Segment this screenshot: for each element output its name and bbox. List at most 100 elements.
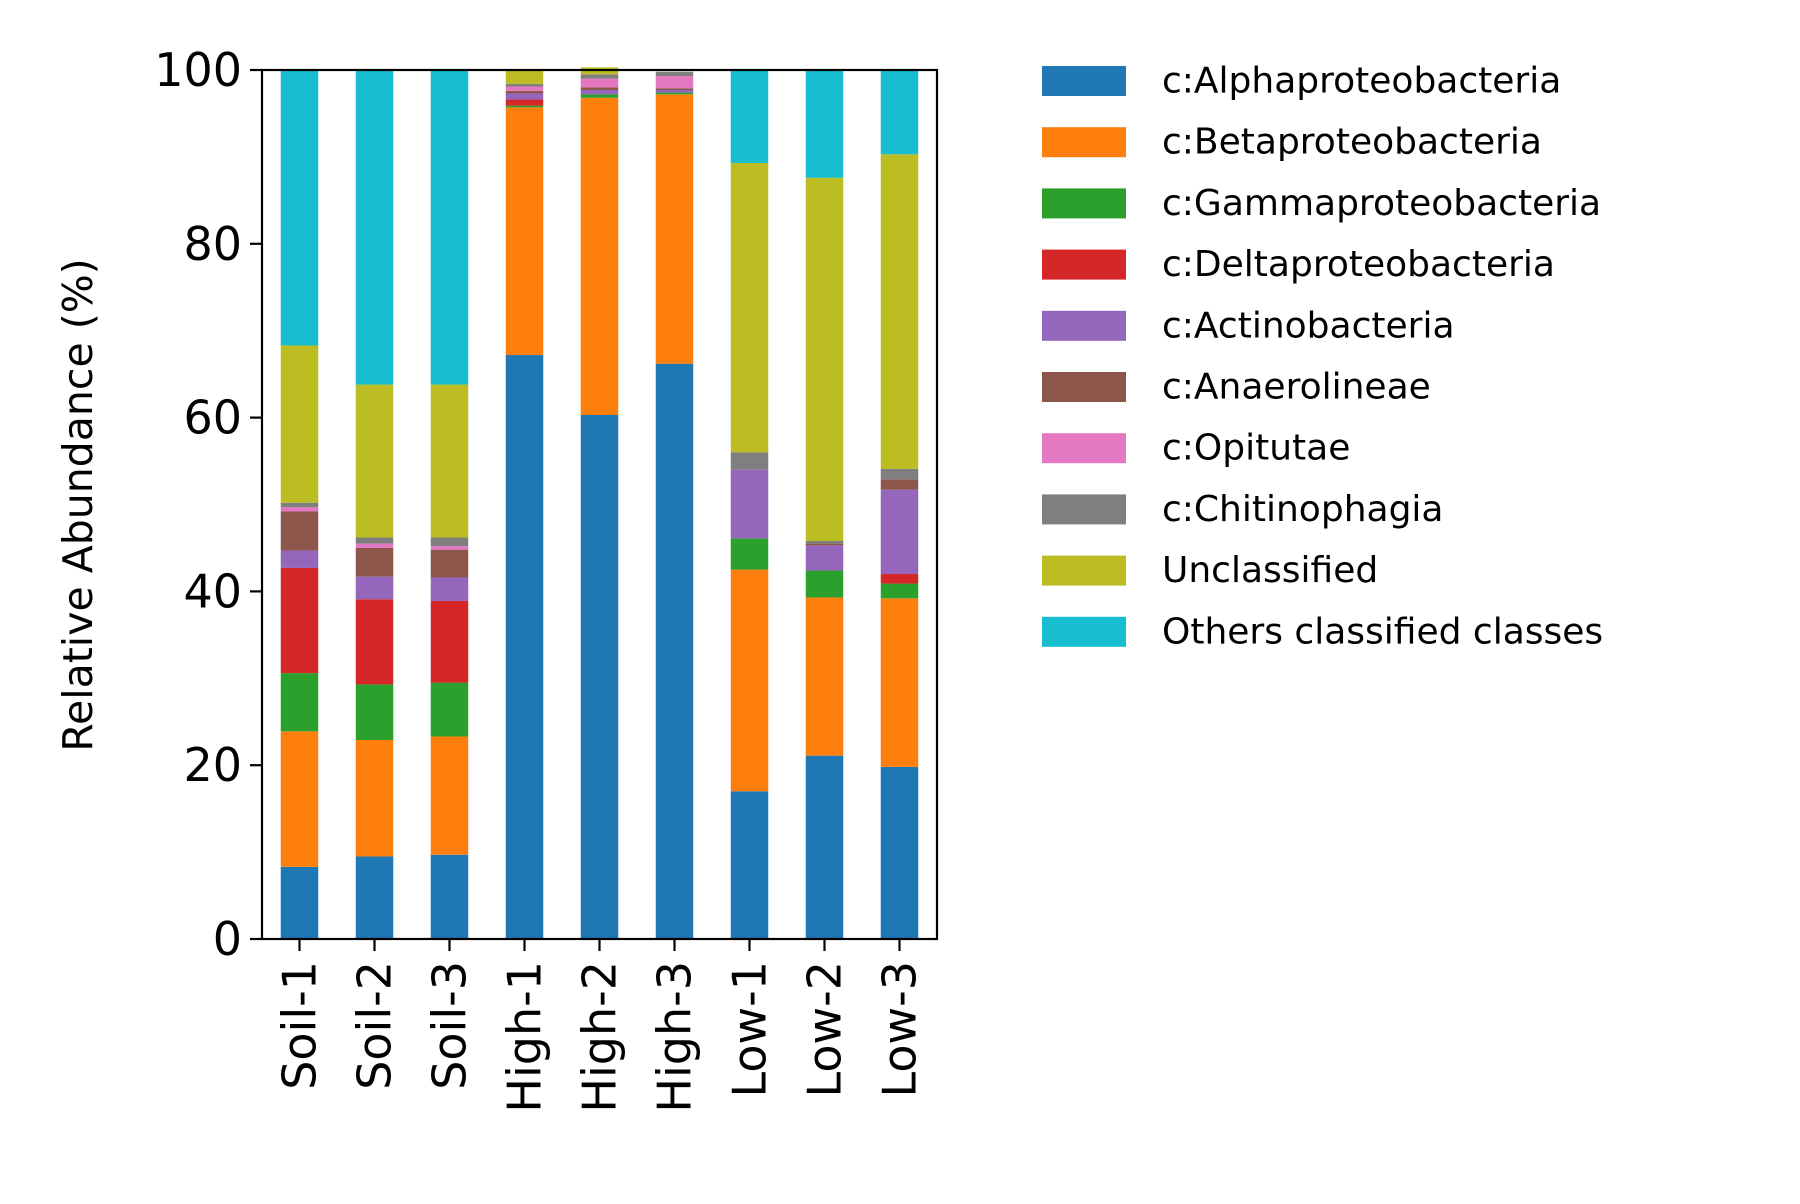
bar-segment [430, 546, 469, 550]
bar-segment [580, 94, 619, 98]
bar-segment [805, 69, 844, 178]
legend-entry-label: c:Chitinophagia [1162, 489, 1443, 530]
bar-segment [880, 574, 919, 584]
bar-segment [355, 740, 394, 857]
bar-segment [430, 384, 469, 538]
bar-segment [430, 537, 469, 547]
bar-segment [805, 570, 844, 598]
bar-segment [805, 755, 844, 939]
bar-segment [805, 597, 844, 756]
bar-segment [355, 537, 394, 544]
y-tick-label: 20 [183, 738, 242, 792]
bar-segment [280, 731, 319, 867]
bar-segment [355, 684, 394, 740]
bar-segment [730, 569, 769, 792]
bar-segment [505, 70, 544, 84]
bar-segment [430, 736, 469, 855]
bar-segment [880, 583, 919, 599]
bar-segment [430, 854, 469, 939]
bar-segment [280, 550, 319, 568]
bar-segment [880, 479, 919, 490]
legend-entry-label: c:Betaproteobacteria [1162, 122, 1542, 163]
bar-segment [355, 547, 394, 577]
y-tick-label: 100 [154, 43, 242, 97]
legend-entry-label: c:Opitutae [1162, 428, 1350, 469]
bar-segment [280, 345, 319, 503]
legend-entry-label: c:Alphaproteobacteria [1162, 61, 1561, 102]
y-tick-label: 80 [183, 217, 242, 271]
bar-segment [430, 70, 469, 385]
y-axis-label: Relative Abundance (%) [54, 258, 102, 751]
bar-segment [280, 511, 319, 551]
y-tick-label: 0 [213, 912, 242, 966]
y-tick-label: 60 [183, 391, 242, 445]
bar-segment [430, 577, 469, 601]
bar-segment [355, 599, 394, 685]
legend-swatch [1042, 310, 1126, 341]
bar-segment [355, 576, 394, 600]
bar-segment [355, 856, 394, 939]
bar-segment [430, 682, 469, 737]
bar-segment [280, 502, 319, 508]
x-tick-label: High-1 [498, 961, 552, 1113]
legend-swatch [1042, 372, 1126, 402]
bar-segment [730, 469, 769, 539]
bar-segment [280, 673, 319, 732]
bar-segment [880, 489, 919, 575]
bar-segment [505, 90, 544, 94]
bar-segment [880, 598, 919, 767]
legend-swatch [1042, 249, 1126, 280]
x-tick-label: Soil-2 [348, 961, 402, 1090]
bar-segment [505, 107, 544, 356]
legend-entry-label: Unclassified [1162, 550, 1378, 591]
legend-swatch [1042, 66, 1126, 96]
legend-entry-label: c:Deltaproteobacteria [1162, 244, 1555, 285]
bar-segment [730, 452, 769, 470]
bar-segment [505, 355, 544, 939]
bar-segment [280, 567, 319, 674]
bar-segment [655, 363, 694, 940]
bar-segment [430, 600, 469, 683]
bar-segment [880, 468, 919, 480]
bar-segment [505, 83, 544, 87]
x-tick-label: Soil-1 [273, 961, 327, 1090]
bar-segment [580, 78, 619, 88]
bar-segment [580, 89, 619, 95]
legend-swatch [1042, 127, 1126, 158]
legend-swatch [1042, 188, 1126, 219]
bar-segment [730, 162, 769, 453]
bar-segment [355, 384, 394, 538]
bar-segment [505, 105, 544, 108]
legend-swatch [1042, 555, 1126, 586]
y-tick-label: 40 [183, 564, 242, 618]
bar-segment [805, 543, 844, 546]
legend-swatch [1042, 494, 1126, 525]
bar-segment [805, 545, 844, 571]
legend-entry-label: c:Anaerolineae [1162, 367, 1431, 408]
bar-segment [655, 89, 694, 93]
bar-segment [505, 99, 544, 106]
bar-segment [280, 866, 319, 939]
legend-swatch [1042, 616, 1126, 647]
x-tick-label: Low-1 [723, 961, 777, 1097]
legend-swatch [1042, 433, 1126, 464]
legend-entry-label: Others classified classes [1162, 611, 1603, 652]
bar-segment [730, 791, 769, 939]
x-tick-label: Soil-3 [423, 961, 477, 1090]
x-tick-label: High-3 [648, 961, 702, 1113]
bar-segment [805, 541, 844, 544]
bar-segment [655, 71, 694, 77]
bar-segment [730, 70, 769, 163]
bar-segment [505, 86, 544, 91]
bar-segment [730, 538, 769, 570]
bar-segment [505, 93, 544, 100]
bar-segment [880, 766, 919, 939]
legend-entry-label: c:Actinobacteria [1162, 305, 1455, 346]
x-tick-label: Low-2 [798, 961, 852, 1097]
bar-segment [655, 88, 694, 90]
bar-segment [580, 87, 619, 90]
legend-entry-label: c:Gammaproteobacteria [1162, 183, 1601, 224]
bar-segment [580, 74, 619, 79]
